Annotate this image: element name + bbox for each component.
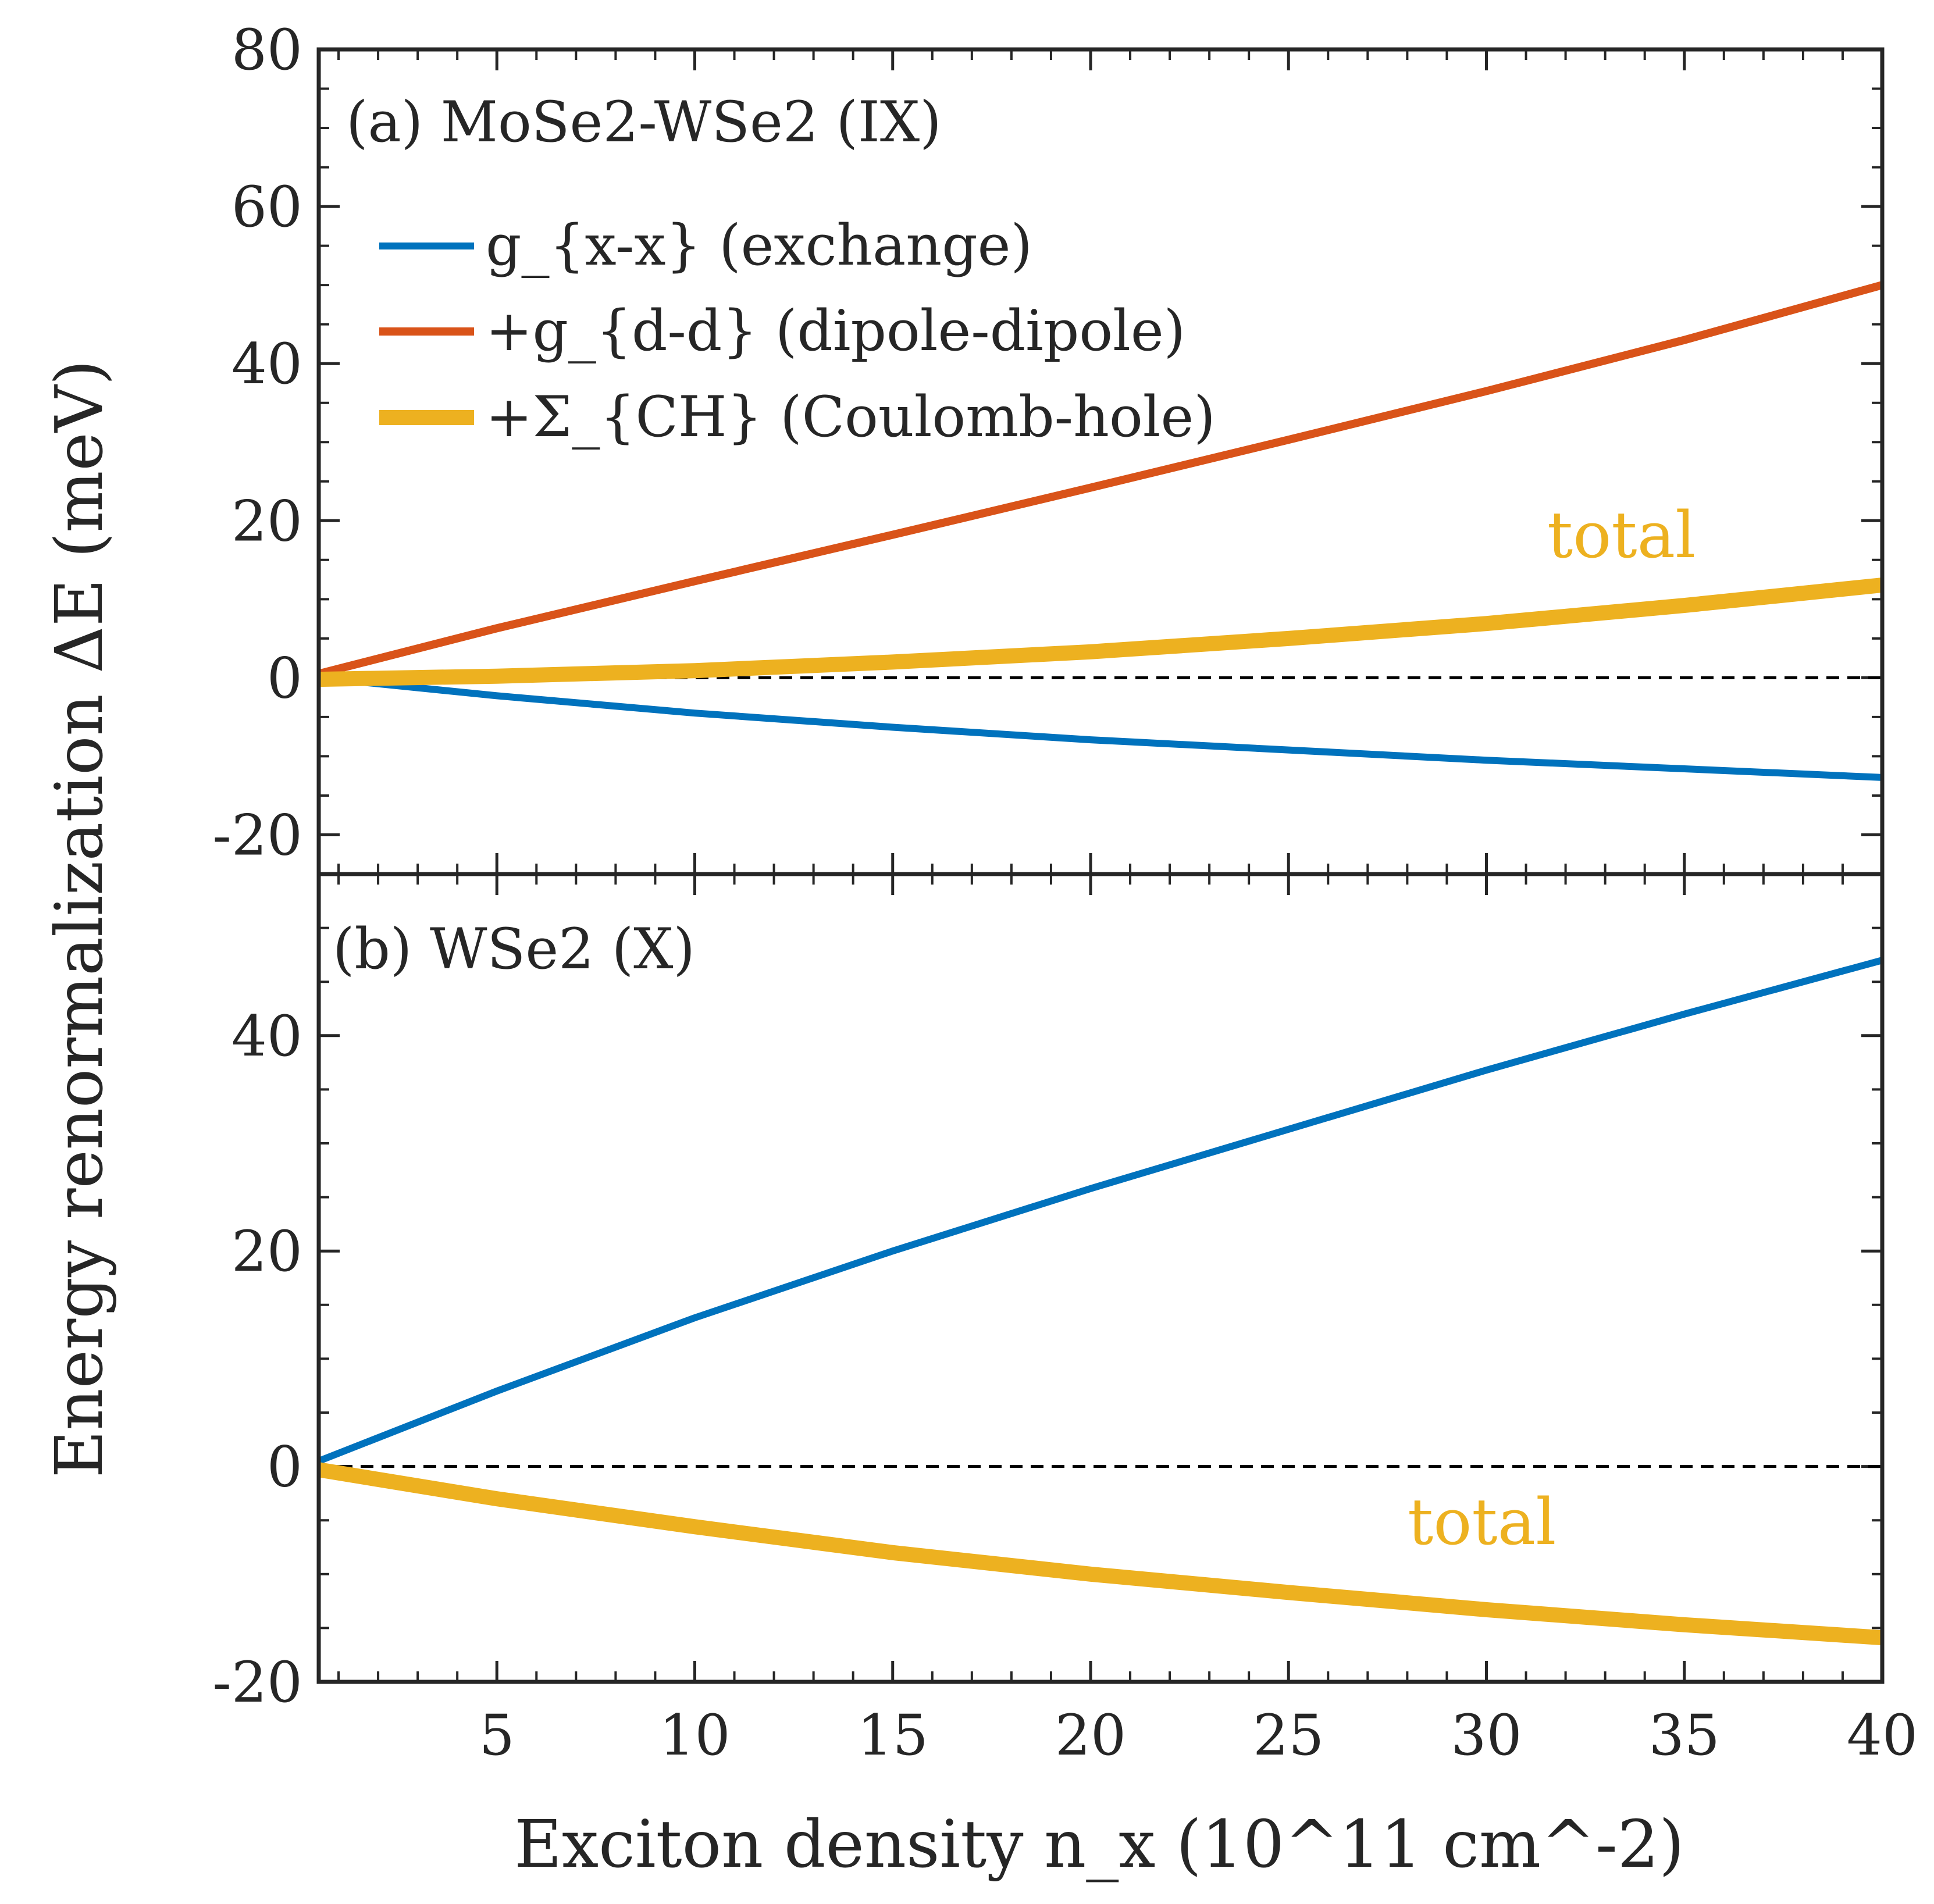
panel-b-series-line-1 [317, 1462, 1883, 1646]
panel-a-ticks: -20 0 20 40 60 80 [212, 17, 1884, 875]
panel-b-xtick-label: 15 [857, 1703, 928, 1768]
panel-b-series [317, 957, 1883, 1646]
panel-b-series-line-0 [317, 957, 1883, 1464]
panel-b-title: (b) WSe2 (X) [333, 917, 695, 982]
panel-b-total-annotation: total [1408, 1485, 1556, 1559]
panel-b-ytick-label: 20 [231, 1219, 302, 1284]
panel-a-series-line-1 [318, 281, 1883, 678]
panel-a-ytick-label: 0 [267, 646, 302, 711]
panel-b-xtick-label: 10 [659, 1703, 730, 1768]
panel-b-xtick-label: 35 [1649, 1703, 1720, 1768]
legend: g_{x-x} (exchange) +g_{d-d} (dipole-dipol… [379, 213, 1216, 450]
panel-a-ytick-label: -20 [212, 803, 302, 868]
panel-b-ytick-label: 40 [231, 1004, 302, 1069]
panel-a-ytick-label: 60 [231, 174, 302, 240]
panel-b-xtick-label: 30 [1451, 1703, 1522, 1768]
panel-a-total-annotation: total [1547, 498, 1696, 572]
panel-b-ytick-label: -20 [212, 1650, 302, 1715]
panel-b-ticks: -20 0 20 40 5 10 15 20 25 30 35 40 [212, 873, 1918, 1768]
panel-b: -20 0 20 40 5 10 15 20 25 30 35 40 (b) WSe2 (X) tot… [212, 872, 1918, 1768]
panel-b-ytick-label: 0 [267, 1435, 302, 1500]
panel-a-series [318, 281, 1883, 781]
panel-b-xtick-label: 40 [1847, 1703, 1918, 1768]
panel-b-frame [316, 872, 1885, 1684]
panel-b-xtick-label: 5 [479, 1703, 515, 1768]
legend-label-2: +Σ_{CH} (Coulomb-hole) [486, 384, 1216, 450]
panel-b-xtick-label: 20 [1055, 1703, 1126, 1768]
panel-a-ytick-label: 40 [231, 331, 302, 397]
panel-a-title: (a) MoSe2-WSe2 (IX) [346, 90, 942, 155]
panel-a-ytick-label: 20 [231, 489, 302, 554]
panel-a-title-label: (a) MoSe2-WSe2 (IX) [346, 90, 942, 155]
panel-a-series-line-0 [318, 674, 1883, 781]
panel-b-title-label: (b) WSe2 (X) [333, 917, 695, 982]
legend-label-1: +g_{d-d} (dipole-dipole) [486, 298, 1185, 363]
x-axis-label: Exciton density n_x (10^11 cm^-2) [514, 1807, 1684, 1882]
legend-label-0: g_{x-x} (exchange) [486, 213, 1032, 278]
panel-a-series-line-2 [318, 577, 1883, 687]
panel-a-ytick-label: 80 [231, 17, 302, 83]
panel-b-xtick-label: 25 [1253, 1703, 1324, 1768]
y-axis-label: Energy renormalization ΔE (meV) [42, 360, 117, 1478]
panel-a: -20 0 20 40 60 80 (a) MoSe2-WSe2 (IX) total g… [212, 17, 1885, 876]
